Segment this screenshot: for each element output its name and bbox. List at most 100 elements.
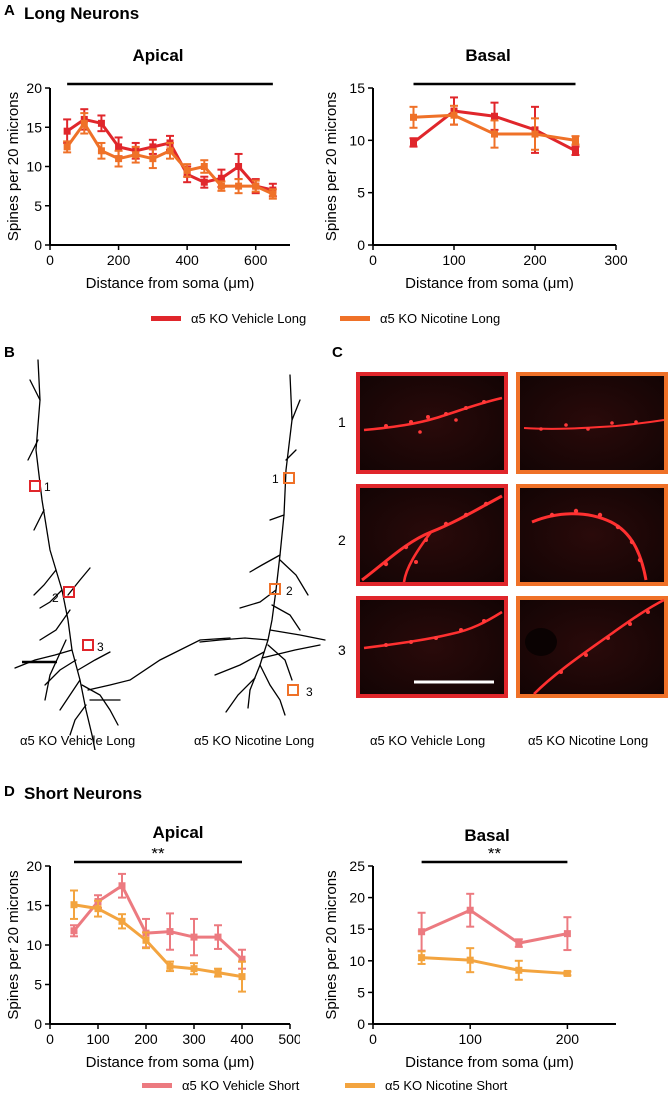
data-point <box>200 163 208 170</box>
data-point <box>80 119 88 127</box>
x-tick-label: 500 <box>278 1031 300 1047</box>
y-tick-label: 0 <box>357 1016 365 1032</box>
data-point <box>118 917 126 925</box>
legend-label-nicotine-long: α5 KO Nicotine Long <box>380 311 501 326</box>
data-point <box>115 143 123 151</box>
x-tick-label: 0 <box>46 1031 54 1047</box>
x-tick-label: 300 <box>182 1031 206 1047</box>
legend-short-nicotine: α5 KO Nicotine Short <box>345 1078 507 1093</box>
y-tick-label: 10 <box>349 953 365 969</box>
x-tick-label: 200 <box>107 252 131 268</box>
data-point <box>63 127 71 135</box>
series-line <box>420 908 568 945</box>
y-axis-label: Spines per 20 microns <box>5 92 22 241</box>
data-point <box>214 969 222 977</box>
data-point <box>466 956 474 964</box>
x-tick-label: 200 <box>134 1031 158 1047</box>
nicotine-site-boxes <box>269 472 299 696</box>
significance-label: ** <box>151 848 165 863</box>
y-tick-label: 0 <box>34 237 42 253</box>
micrograph-row-label-3: 3 <box>338 642 346 658</box>
data-point <box>410 138 417 146</box>
nicotine-neuron-tracing <box>199 374 326 716</box>
legend-swatch-nicotine-short <box>345 1083 375 1088</box>
micrograph-grid <box>356 372 668 698</box>
series-nicotine_short <box>417 947 572 981</box>
data-point <box>450 111 458 119</box>
data-point <box>214 933 222 941</box>
y-tick-label: 15 <box>349 921 365 937</box>
neuron-tracings: 1 2 3 1 2 3 <box>14 359 326 750</box>
vehicle-site-2-box <box>63 586 75 598</box>
micrograph-nicotine-1 <box>516 372 668 474</box>
data-point <box>269 190 277 198</box>
section-title-long: Long Neurons <box>24 4 140 23</box>
micrograph-nicotine-2 <box>516 484 668 586</box>
x-tick-label: 600 <box>244 252 268 268</box>
legend-long-nicotine: α5 KO Nicotine Long <box>340 311 500 326</box>
nicotine-site-2-label: 2 <box>286 584 293 598</box>
data-point <box>418 954 426 962</box>
y-tick-label: 0 <box>357 237 365 253</box>
data-point <box>190 933 198 941</box>
y-tick-label: 20 <box>26 80 42 96</box>
legend-swatch-vehicle-short <box>142 1083 172 1088</box>
data-point <box>572 147 579 155</box>
micrograph-vehicle-1 <box>356 372 508 474</box>
data-point <box>149 155 157 163</box>
y-tick-label: 20 <box>26 858 42 874</box>
vehicle-site-3-box <box>82 639 94 651</box>
vehicle-neuron-tracing <box>14 359 231 750</box>
y-axis-label: Spines per 20 microns <box>323 92 340 241</box>
y-tick-label: 10 <box>26 159 42 175</box>
data-point <box>200 178 208 186</box>
x-tick-label: 0 <box>46 252 54 268</box>
data-point <box>235 182 243 190</box>
micrograph-vehicle-3 <box>356 596 508 698</box>
data-point <box>166 928 174 936</box>
data-point <box>252 182 260 190</box>
legend-short-vehicle: α5 KO Vehicle Short <box>142 1078 299 1093</box>
y-axis-label: Spines per 20 microns <box>5 870 22 1019</box>
data-point <box>118 882 126 890</box>
nicotine-site-3-label: 3 <box>306 685 313 699</box>
vehicle-site-1-box <box>29 480 41 492</box>
nicotine-site-3-box <box>287 684 299 696</box>
y-tick-label: 5 <box>357 185 365 201</box>
x-tick-label: 100 <box>459 1031 483 1047</box>
data-point <box>466 906 474 914</box>
data-point <box>115 155 123 163</box>
data-point <box>142 936 150 944</box>
x-tick-label: 100 <box>442 252 466 268</box>
chart-title-short-basal: Basal <box>464 826 510 845</box>
data-point <box>190 965 198 973</box>
data-point <box>563 930 571 938</box>
x-tick-label: 100 <box>86 1031 110 1047</box>
micrograph-caption-nicotine: α5 KO Nicotine Long <box>528 733 649 748</box>
vehicle-site-1-label: 1 <box>44 480 51 494</box>
y-tick-label: 15 <box>26 119 42 135</box>
micrograph-nicotine-3 <box>516 596 668 698</box>
x-tick-label: 400 <box>175 252 199 268</box>
nicotine-site-1-box <box>283 472 295 484</box>
nicotine-site-2-box <box>269 583 281 595</box>
x-axis-label: Distance from soma (μm) <box>405 1054 574 1071</box>
legend-swatch-nicotine-long <box>340 316 370 321</box>
legend-label-vehicle-long: α5 KO Vehicle Long <box>191 311 307 326</box>
data-point <box>183 166 191 174</box>
data-point <box>563 969 571 977</box>
data-point <box>531 130 539 138</box>
chart-title-long-apical: Apical <box>132 46 184 65</box>
data-point <box>235 163 243 170</box>
series-nicotine_short <box>70 889 246 993</box>
chart-long-basal: 0 5 10 15 0 100 200 300 Distance from soma (μm) S… <box>323 80 628 292</box>
data-point <box>515 966 523 974</box>
vehicle-site-3-label: 3 <box>97 640 104 654</box>
data-point <box>70 901 78 909</box>
x-tick-label: 200 <box>523 252 547 268</box>
significance-label: ** <box>488 848 502 863</box>
series-line <box>72 884 244 961</box>
legend-label-vehicle-short: α5 KO Vehicle Short <box>182 1078 300 1093</box>
